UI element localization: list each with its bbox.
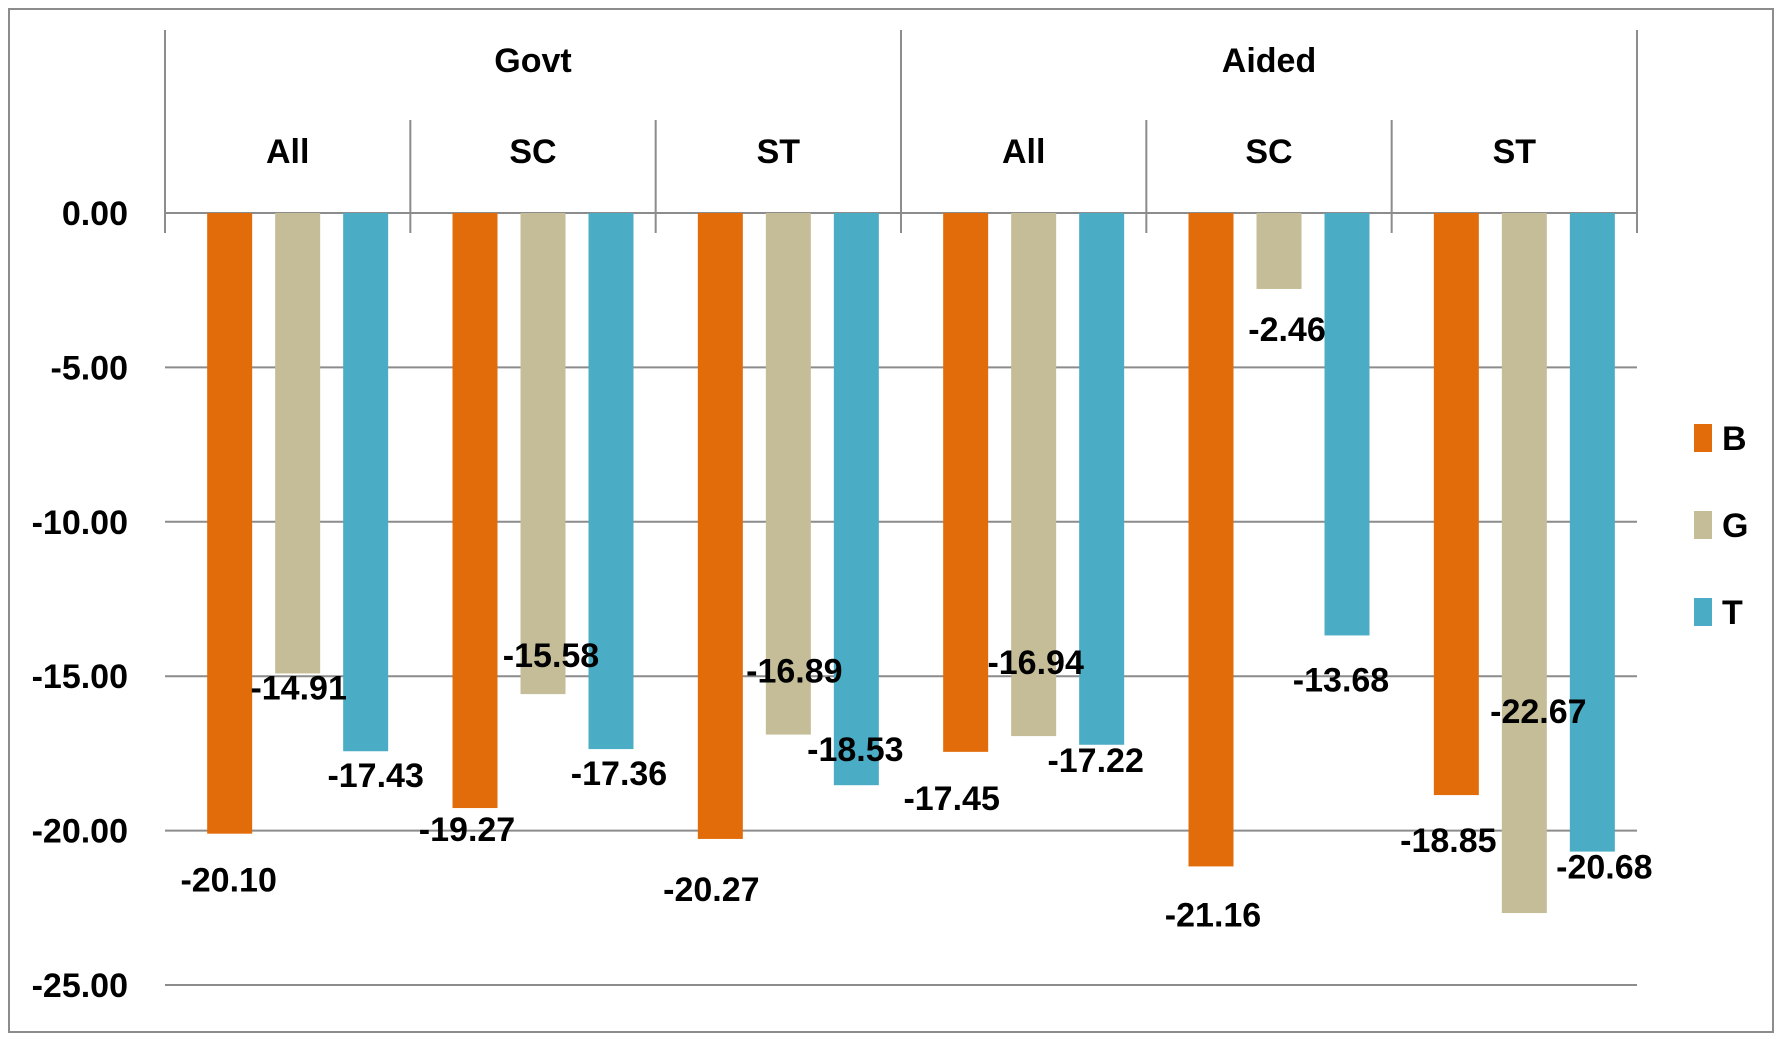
bar-T bbox=[833, 213, 879, 786]
data-label: -2.46 bbox=[1248, 311, 1326, 349]
data-label: -20.10 bbox=[180, 862, 276, 900]
data-label: -17.45 bbox=[903, 780, 999, 818]
data-label: -18.53 bbox=[807, 731, 903, 769]
x-axis-categories: Govt Aided All SC ST All SC ST bbox=[266, 42, 1536, 171]
y-tick-label: -5.00 bbox=[51, 349, 129, 387]
legend-label: T bbox=[1722, 594, 1743, 632]
bar-B bbox=[943, 213, 989, 752]
category-label: ST bbox=[757, 133, 801, 171]
data-label: -15.58 bbox=[503, 637, 599, 675]
data-label: -17.22 bbox=[1047, 742, 1143, 780]
bar-B bbox=[697, 213, 743, 839]
bar-B bbox=[207, 213, 253, 834]
data-labels: -20.10 -19.27 -20.27 -17.45 -21.16 -18.85 -14.… bbox=[180, 311, 1652, 934]
legend-swatch bbox=[1694, 424, 1712, 452]
bars bbox=[207, 213, 1615, 914]
bar-G bbox=[1256, 213, 1302, 289]
group-label: Govt bbox=[494, 42, 571, 80]
data-label: -21.16 bbox=[1165, 896, 1261, 934]
category-label: SC bbox=[1245, 133, 1292, 171]
category-label: All bbox=[1002, 133, 1045, 171]
y-tick-label: -20.00 bbox=[32, 813, 128, 851]
bar-B bbox=[452, 213, 498, 809]
bar-T bbox=[588, 213, 634, 750]
bar-G bbox=[1011, 213, 1057, 737]
bar-G bbox=[1501, 213, 1547, 914]
y-tick-label: 0.00 bbox=[62, 195, 128, 233]
y-tick-label: -25.00 bbox=[32, 967, 128, 1005]
data-label: -14.91 bbox=[250, 669, 346, 707]
bar-T bbox=[1079, 213, 1125, 745]
legend-label: B bbox=[1722, 420, 1747, 458]
data-label: -17.36 bbox=[571, 755, 667, 793]
data-label: -16.89 bbox=[746, 653, 842, 691]
y-tick-label: -10.00 bbox=[32, 504, 128, 542]
category-label: ST bbox=[1493, 133, 1537, 171]
bar-G bbox=[275, 213, 321, 674]
data-label: -16.94 bbox=[987, 644, 1083, 682]
legend-swatch bbox=[1694, 598, 1712, 626]
axis-structure bbox=[164, 30, 1638, 233]
legend-label: G bbox=[1722, 507, 1748, 545]
data-label: -20.27 bbox=[663, 871, 759, 909]
bar-T bbox=[1569, 213, 1615, 852]
bar-B bbox=[1433, 213, 1479, 796]
category-label: SC bbox=[509, 133, 556, 171]
group-label: Aided bbox=[1222, 42, 1316, 80]
data-label: -19.27 bbox=[419, 811, 515, 849]
category-label: All bbox=[266, 133, 309, 171]
bar-B bbox=[1188, 213, 1234, 867]
data-label: -13.68 bbox=[1293, 661, 1389, 699]
legend: B G T bbox=[1694, 420, 1748, 632]
legend-swatch bbox=[1694, 511, 1712, 539]
bar-T bbox=[1324, 213, 1370, 636]
data-label: -18.85 bbox=[1400, 822, 1496, 860]
bar-G bbox=[520, 213, 566, 695]
bar-T bbox=[343, 213, 389, 752]
bar-G bbox=[765, 213, 811, 735]
y-axis-ticks: 0.00 -5.00 -10.00 -15.00 -20.00 -25.00 bbox=[32, 195, 128, 1005]
data-label: -17.43 bbox=[327, 757, 423, 795]
data-label: -20.68 bbox=[1556, 849, 1652, 887]
y-tick-label: -15.00 bbox=[32, 658, 128, 696]
data-label: -22.67 bbox=[1490, 693, 1586, 731]
